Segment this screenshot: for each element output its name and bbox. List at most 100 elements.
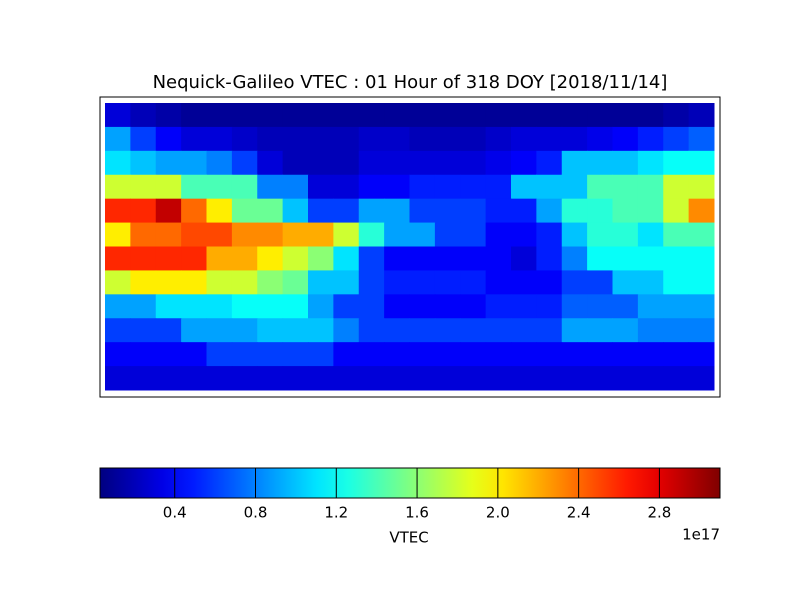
heatmap-cell — [181, 198, 207, 224]
heatmap-cell — [105, 198, 131, 224]
heatmap-cell — [485, 318, 512, 343]
heatmap-cell — [231, 126, 258, 152]
heatmap-cell — [460, 103, 487, 128]
heatmap-cell — [333, 150, 360, 176]
heatmap-cell — [358, 246, 385, 271]
heatmap-cell — [688, 126, 715, 152]
heatmap-cell — [308, 103, 334, 128]
heatmap-cell — [460, 294, 487, 319]
colorbar-tick-label: 2.8 — [647, 504, 671, 522]
heatmap-cell — [536, 342, 563, 367]
colorbar-tick-label: 1.2 — [324, 504, 348, 522]
heatmap-cell — [181, 150, 207, 176]
heatmap-cell — [231, 222, 258, 247]
heatmap-cell — [536, 366, 563, 391]
heatmap-cell — [587, 150, 613, 176]
heatmap-cell — [511, 222, 537, 247]
heatmap-cell — [536, 174, 563, 200]
heatmap-cell — [384, 366, 410, 391]
heatmap-cell — [257, 366, 284, 391]
heatmap-cell — [663, 270, 690, 295]
heatmap-cell — [485, 270, 512, 295]
heatmap-cell — [511, 198, 537, 224]
heatmap-cell — [409, 150, 436, 176]
heatmap-cell — [612, 318, 639, 343]
heatmap-cell — [181, 246, 207, 271]
heatmap-cell — [358, 342, 385, 367]
heatmap-cell — [663, 222, 690, 247]
heatmap-cell — [409, 366, 436, 391]
chart-title: Nequick-Galileo VTEC : 01 Hour of 318 DO… — [153, 72, 668, 93]
heatmap-cell — [612, 246, 639, 271]
heatmap-cell — [206, 246, 233, 271]
heatmap-cell — [409, 222, 436, 247]
heatmap-cell — [485, 294, 512, 319]
heatmap-cell — [485, 222, 512, 247]
heatmap-cell — [663, 318, 690, 343]
heatmap-cell — [206, 198, 233, 224]
heatmap-cell — [130, 246, 157, 271]
heatmap-cell — [181, 366, 207, 391]
heatmap-cell — [434, 103, 461, 128]
heatmap-cell — [257, 246, 284, 271]
heatmap-cell — [688, 103, 715, 128]
heatmap-cell — [434, 366, 461, 391]
heatmap-cell — [561, 103, 588, 128]
heatmap-cell — [561, 174, 588, 200]
heatmap-cell — [155, 318, 182, 343]
colorbar-tick-label: 2.0 — [486, 504, 510, 522]
heatmap-cell — [485, 366, 512, 391]
heatmap-cell — [105, 342, 131, 367]
heatmap-cell — [485, 198, 512, 224]
heatmap-cell — [561, 150, 588, 176]
heatmap-cell — [612, 126, 639, 152]
heatmap-cell — [536, 294, 563, 319]
heatmap-cell — [409, 174, 436, 200]
heatmap-cell — [587, 294, 613, 319]
heatmap-cell — [206, 270, 233, 295]
heatmap-cell — [434, 270, 461, 295]
heatmap-cell — [308, 150, 334, 176]
heatmap-cell — [308, 366, 334, 391]
heatmap-cell — [155, 150, 182, 176]
heatmap-cell — [688, 342, 715, 367]
heatmap-cell — [282, 126, 309, 152]
heatmap-cell — [688, 150, 715, 176]
heatmap-cell — [358, 174, 385, 200]
heatmap-cell — [130, 198, 157, 224]
heatmap-cell — [181, 222, 207, 247]
heatmap-cell — [637, 126, 664, 152]
heatmap-cell — [688, 222, 715, 247]
heatmap-cell — [561, 318, 588, 343]
heatmap-cell — [358, 294, 385, 319]
heatmap-cell — [637, 174, 664, 200]
colorbar-tick-label: 2.4 — [567, 504, 591, 522]
heatmap-cell — [409, 318, 436, 343]
heatmap-cell — [511, 270, 537, 295]
heatmap-cell — [434, 342, 461, 367]
heatmap-cell — [663, 342, 690, 367]
heatmap-cell — [688, 294, 715, 319]
heatmap-cell — [155, 294, 182, 319]
heatmap-cell — [587, 222, 613, 247]
heatmap-cell — [308, 270, 334, 295]
heatmap-cell — [231, 246, 258, 271]
heatmap-cell — [181, 174, 207, 200]
heatmap-cell — [663, 174, 690, 200]
heatmap-cell — [308, 126, 334, 152]
heatmap-cell — [231, 270, 258, 295]
heatmap-cell — [181, 318, 207, 343]
heatmap-cell — [206, 222, 233, 247]
heatmap-cell — [485, 150, 512, 176]
heatmap-cell — [536, 150, 563, 176]
heatmap-cell — [663, 294, 690, 319]
heatmap-cell — [257, 198, 284, 224]
heatmap-cell — [358, 103, 385, 128]
heatmap-cell — [612, 270, 639, 295]
heatmap-cell — [637, 198, 664, 224]
heatmap-cell — [384, 150, 410, 176]
heatmap-cell — [308, 246, 334, 271]
colorbar-tick-label: 0.4 — [163, 504, 187, 522]
heatmap-cell — [384, 103, 410, 128]
heatmap-cell — [612, 103, 639, 128]
